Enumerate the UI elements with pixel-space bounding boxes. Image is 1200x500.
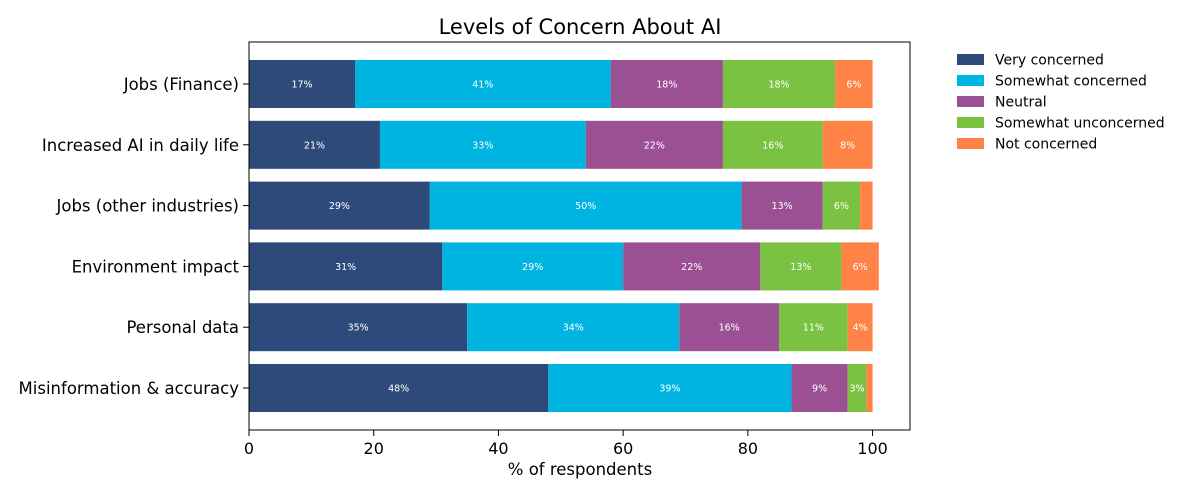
bar-data-label: 50%: [575, 201, 596, 212]
x-axis-title: % of respondents: [508, 460, 652, 479]
bar-data-label: 31%: [335, 262, 356, 273]
bar-segment: [355, 60, 611, 108]
bar-data-label: 22%: [681, 262, 702, 273]
bar-label-group: 17% 41% 18% 18% 6% 21% 33% 22% 16% 8% 29% 50% 13% 6% 3…: [291, 80, 867, 395]
bar-segment: [866, 364, 873, 412]
bar-segment: [847, 364, 867, 412]
bar-segment: [822, 120, 873, 169]
legend-label: Very concerned: [995, 53, 1104, 69]
bar-data-label: 4%: [853, 323, 868, 334]
x-tick-label: 40: [488, 439, 508, 458]
x-axis: 0 20 40 60 80 100: [244, 430, 888, 458]
bar-data-label: 17%: [291, 80, 312, 91]
bar-data-label: 16%: [762, 140, 783, 151]
bar-segment: [249, 60, 356, 108]
legend-label: Somewhat concerned: [995, 74, 1147, 90]
bar-data-label: 21%: [304, 140, 325, 151]
bar-segment: [379, 120, 586, 169]
bar-data-label: 29%: [522, 262, 543, 273]
bar-data-label: 9%: [812, 384, 827, 395]
legend-swatch: [957, 96, 984, 107]
category-label: Misinformation & accuracy: [19, 379, 240, 398]
bar-segment: [585, 120, 723, 169]
bar-segment: [822, 181, 861, 230]
legend-label: Not concerned: [995, 137, 1097, 153]
bar-data-label: 8%: [840, 140, 855, 151]
bar-segment: [249, 120, 380, 169]
category-label: Jobs (Finance): [123, 75, 239, 94]
bar-data-label: 35%: [348, 323, 369, 334]
bar-data-label: 34%: [563, 323, 584, 334]
bar-segment: [249, 303, 468, 352]
bar-segment: [841, 242, 879, 291]
legend-swatch: [957, 75, 984, 86]
bar-data-label: 13%: [772, 201, 793, 212]
legend-swatch: [957, 54, 984, 65]
bar-segment: [548, 364, 792, 412]
x-tick-label: 80: [738, 439, 758, 458]
bar-data-label: 33%: [472, 140, 493, 151]
bar-segment: [623, 242, 761, 291]
bar-segment: [860, 181, 873, 230]
bar-segment: [429, 181, 742, 230]
legend: Very concerned Somewhat concerned Neutral S…: [957, 53, 1165, 153]
bar-data-label: 6%: [846, 80, 861, 91]
legend-swatch: [957, 117, 984, 128]
bar-segment: [249, 364, 549, 412]
legend-swatch: [957, 138, 984, 149]
bar-data-label: 18%: [656, 80, 677, 91]
bar-segment: [467, 303, 680, 352]
bar-segment: [249, 242, 443, 291]
category-label: Environment impact: [72, 257, 240, 276]
bar-segment: [847, 303, 873, 352]
legend-label: Neutral: [995, 95, 1047, 111]
bar-data-label: 41%: [472, 80, 493, 91]
bar-data-label: 11%: [803, 323, 824, 334]
bar-segment: [835, 60, 873, 108]
bar-data-label: 3%: [849, 384, 864, 395]
bar-data-label: 22%: [644, 140, 665, 151]
category-label: Jobs (other industries): [55, 197, 239, 216]
x-tick-label: 60: [613, 439, 633, 458]
bar-segment: [249, 181, 430, 230]
bar-data-label: 29%: [329, 201, 350, 212]
category-label: Increased AI in daily life: [42, 136, 239, 155]
bar-segment: [779, 303, 848, 352]
x-tick-label: 100: [857, 439, 888, 458]
bar-group: [249, 60, 879, 412]
plot-frame: [248, 41, 911, 431]
bar-data-label: 6%: [853, 262, 868, 273]
x-tick-label: 0: [244, 439, 254, 458]
bar-segment: [610, 60, 723, 108]
legend-label: Somewhat unconcerned: [995, 116, 1165, 132]
bar-data-label: 6%: [834, 201, 849, 212]
bar-data-label: 18%: [768, 80, 789, 91]
x-tick-label: 20: [364, 439, 384, 458]
category-label: Personal data: [126, 318, 239, 337]
bar-segment: [760, 242, 842, 291]
y-axis: Jobs (Finance) Increased AI in daily life…: [19, 75, 249, 398]
chart-title: Levels of Concern About AI: [439, 15, 722, 39]
bar-data-label: 13%: [790, 262, 811, 273]
bar-segment: [442, 242, 624, 291]
bar-segment: [741, 181, 823, 230]
bar-segment: [791, 364, 848, 412]
bar-data-label: 16%: [719, 323, 740, 334]
bar-data-label: 39%: [659, 384, 680, 395]
bar-segment: [722, 60, 836, 108]
bar-data-label: 48%: [388, 384, 409, 395]
bar-segment: [679, 303, 780, 352]
bar-segment: [722, 120, 823, 169]
